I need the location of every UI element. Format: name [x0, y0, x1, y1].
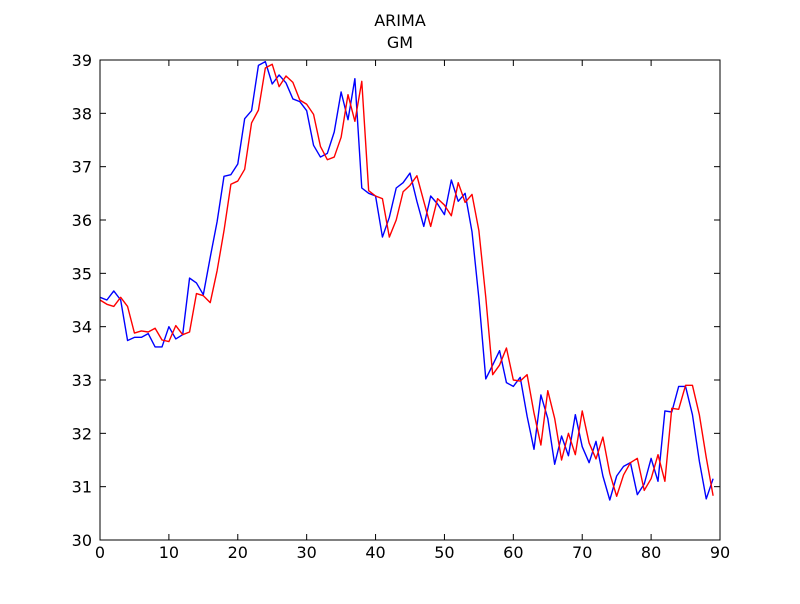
series-line-2: [99, 63, 714, 497]
x-tick-label: 70: [572, 543, 592, 562]
x-tick-label: 90: [710, 543, 730, 562]
y-tick-label: 39: [72, 51, 92, 70]
x-tick-label: 50: [434, 543, 454, 562]
series-layer: [99, 60, 714, 501]
series-line-1: [99, 60, 714, 501]
chart-subtitle: GM: [387, 33, 413, 52]
plot-area-frame: [99, 59, 721, 541]
y-tick-label: 33: [72, 371, 92, 390]
chart-title: ARIMA: [374, 11, 426, 30]
y-tick-label: 35: [72, 264, 92, 283]
x-tick-label: 0: [95, 543, 105, 562]
x-tick-label: 80: [641, 543, 661, 562]
y-tick-label: 38: [72, 104, 92, 123]
y-tick-label: 36: [72, 211, 92, 230]
y-tick-label: 30: [72, 531, 92, 550]
x-tick-label: 30: [296, 543, 316, 562]
y-tick-label: 37: [72, 158, 92, 177]
y-tick-label: 32: [72, 424, 92, 443]
x-tick-label: 60: [503, 543, 523, 562]
x-tick-label: 10: [159, 543, 179, 562]
x-tick-label: 40: [365, 543, 385, 562]
ticks-layer: 0 10 20 30 40 50 60 70 80 90 30 31 32 33 34 35 36 37 38 39: [72, 51, 731, 562]
y-tick-label: 31: [72, 478, 92, 497]
y-tick-label: 34: [72, 318, 92, 337]
x-tick-label: 20: [228, 543, 248, 562]
